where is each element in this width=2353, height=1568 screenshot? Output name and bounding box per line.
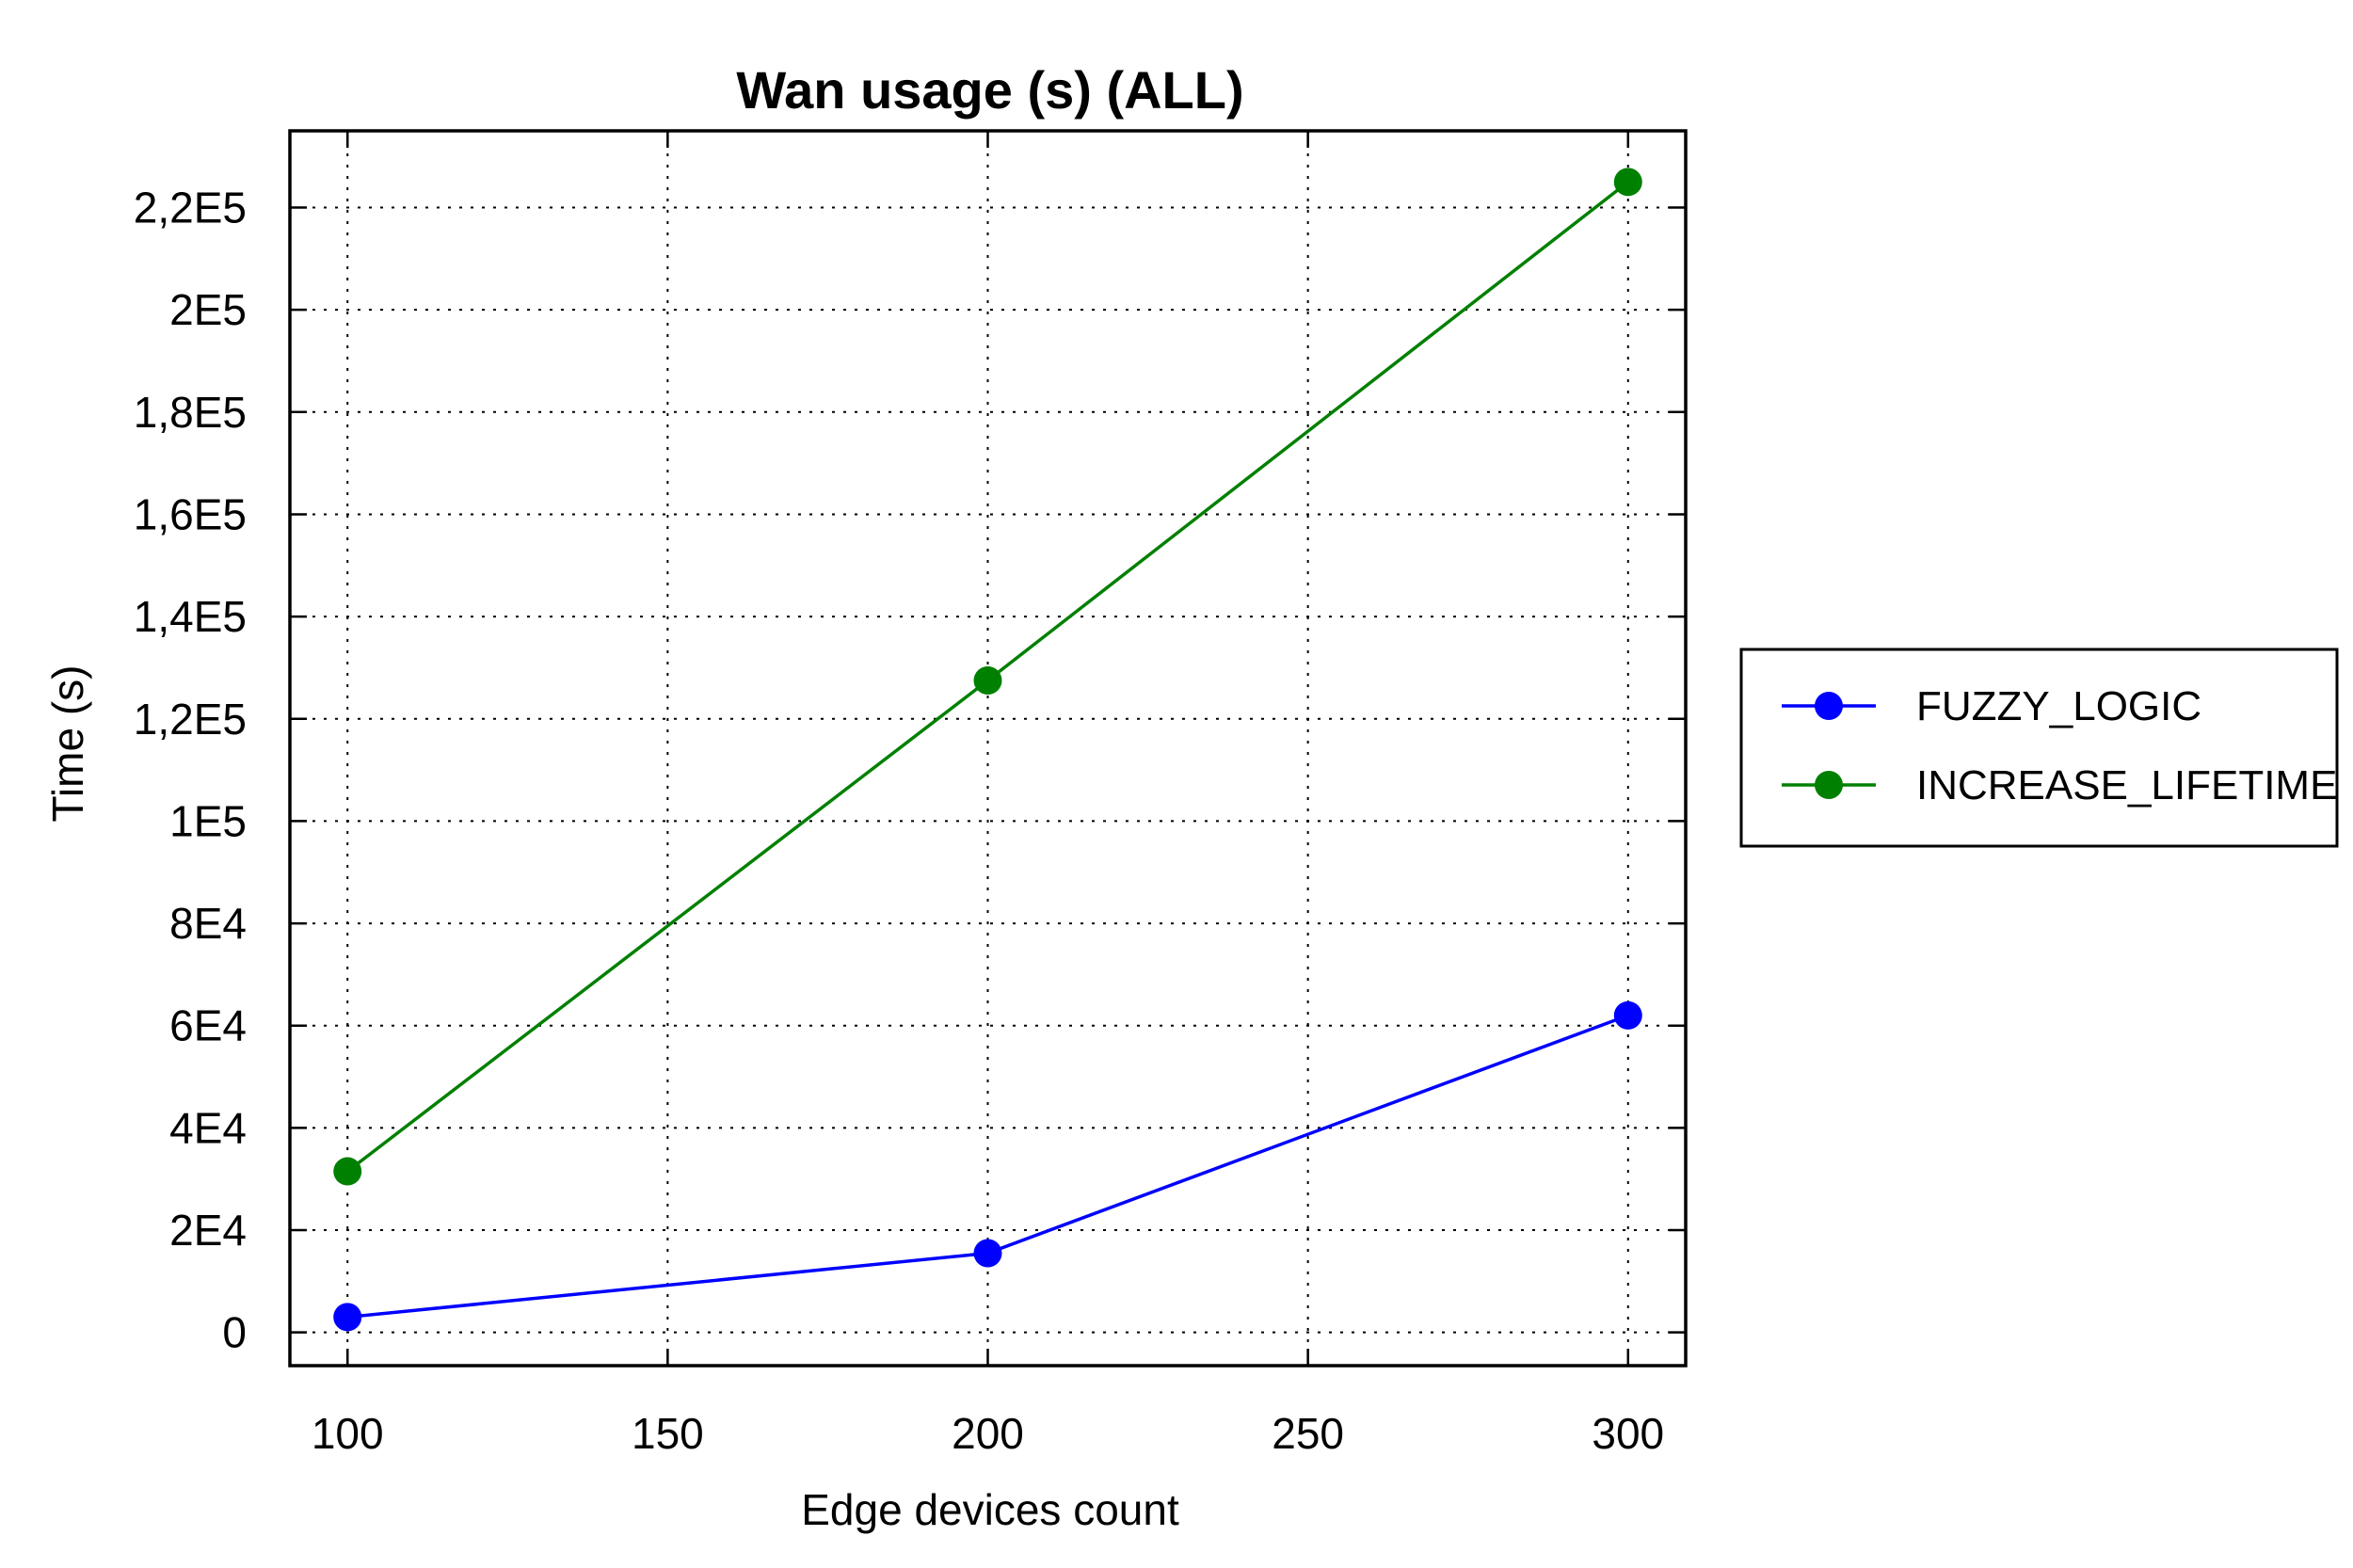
data-point <box>333 1157 362 1186</box>
y-tick-label: 6E4 <box>169 1001 247 1050</box>
series-layer <box>333 168 1642 1332</box>
legend: FUZZY_LOGIC INCREASE_LIFETIME <box>1739 648 2339 848</box>
legend-marker <box>1815 692 1843 720</box>
y-tick-label: 1E5 <box>169 796 247 845</box>
y-tick-label: 8E4 <box>169 899 247 948</box>
legend-label: INCREASE_LIFETIME <box>1916 762 2337 808</box>
axis-ticks <box>290 131 1686 1366</box>
plot-frame <box>288 129 1688 1368</box>
x-tick-label: 100 <box>312 1409 384 1458</box>
axis-tick-labels: 100 150 200 250 300 0 2E4 4E4 6E4 8E4 1E5 1,2E5 1,4E… <box>134 183 1664 1458</box>
y-tick-label: 2,2E5 <box>134 183 247 232</box>
legend-box <box>1739 648 2339 848</box>
y-tick-label: 0 <box>222 1308 247 1357</box>
data-point <box>973 1239 1002 1268</box>
x-tick-label: 300 <box>1592 1409 1664 1458</box>
data-point <box>1613 1000 1642 1030</box>
y-tick-label: 1,4E5 <box>134 592 247 641</box>
y-tick-label: 1,8E5 <box>134 388 247 437</box>
y-tick-label: 2E5 <box>169 285 247 334</box>
legend-marker <box>1815 771 1843 799</box>
y-tick-label: 4E4 <box>169 1103 247 1152</box>
x-tick-label: 250 <box>1272 1409 1344 1458</box>
grid <box>290 131 1686 1366</box>
x-tick-label: 150 <box>632 1409 704 1458</box>
legend-items: FUZZY_LOGIC INCREASE_LIFETIME <box>1782 683 2337 808</box>
y-axis-label: Time (s) <box>43 665 92 823</box>
chart-title: Wan usage (s) (ALL) <box>736 60 1243 120</box>
legend-label: FUZZY_LOGIC <box>1916 683 2201 729</box>
x-tick-label: 200 <box>952 1409 1024 1458</box>
x-axis-label: Edge devices count <box>801 1485 1179 1534</box>
data-point <box>1613 168 1642 197</box>
data-point <box>333 1303 362 1332</box>
data-point <box>973 666 1002 696</box>
y-tick-label: 1,6E5 <box>134 489 247 538</box>
y-tick-label: 1,2E5 <box>134 695 247 744</box>
y-tick-label: 2E4 <box>169 1206 247 1255</box>
